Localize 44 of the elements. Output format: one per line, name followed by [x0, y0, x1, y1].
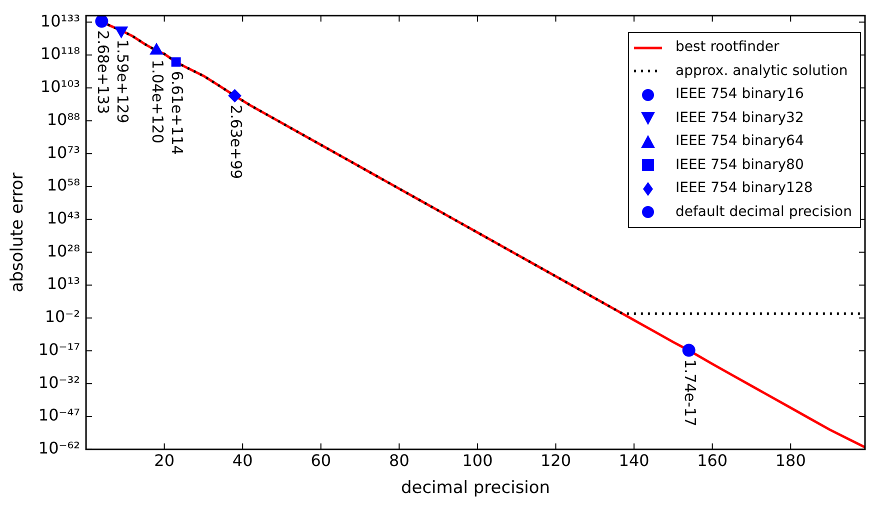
- legend-label: IEEE 754 binary80: [675, 156, 804, 174]
- y-tick-label: 10¹¹⁸: [40, 44, 80, 64]
- x-tick-label: 180: [775, 451, 806, 470]
- x-tick-label: 140: [618, 451, 650, 470]
- y-tick-label: 10¹⁰³: [40, 77, 80, 96]
- point: [171, 57, 181, 67]
- y-tick-label: 10⁵⁸: [46, 176, 80, 195]
- x-tick-label: 100: [462, 451, 493, 470]
- y-axis-title: absolute error: [8, 172, 28, 292]
- legend-label: IEEE 754 binary16: [675, 85, 804, 104]
- data-label: 1.59e+129: [113, 39, 132, 124]
- y-tick-label: 10⁻¹⁷: [38, 340, 80, 359]
- y-tick-label: 10⁷³: [46, 142, 80, 162]
- legend-label: default decimal precision: [675, 202, 852, 222]
- point: [228, 89, 242, 102]
- y-tick-label: 10⁸⁸: [46, 110, 80, 129]
- point: [682, 344, 696, 357]
- point: [95, 16, 108, 28]
- y-tick-label: 10⁻³²: [38, 372, 80, 392]
- data-label: 2.63e+99: [226, 104, 245, 180]
- x-tick-label: 20: [154, 451, 174, 470]
- y-tick-label: 10¹³³: [40, 11, 80, 30]
- x-tick-label: 40: [232, 451, 253, 470]
- y-tick-label: 10¹³: [46, 274, 80, 294]
- y-tick-label: 10⁻²: [44, 307, 80, 326]
- point: [114, 26, 128, 38]
- legend-label: IEEE 754 binary64: [675, 132, 804, 151]
- x-tick-label: 160: [697, 451, 728, 470]
- y-tick-label: 10⁻⁴⁷: [38, 406, 80, 425]
- legend-label: approx. analytic solution: [675, 62, 848, 80]
- data-label: 6.61e+114: [168, 71, 186, 155]
- x-axis-title: decimal precision: [400, 478, 550, 498]
- legend-label: best rootfinder: [675, 38, 780, 57]
- data-label: 2.68e+133: [94, 30, 112, 114]
- data-label: 1.04e+120: [148, 60, 167, 144]
- y-tick-label: 10²⁸: [46, 241, 80, 260]
- x-tick-label: 80: [389, 451, 410, 470]
- y-tick-label: 10⁻⁶²: [38, 438, 80, 458]
- x-tick-label: 60: [310, 451, 332, 470]
- legend-label: IEEE 754 binary32: [675, 108, 804, 128]
- data-label: 1.74e-17: [680, 359, 699, 426]
- x-tick-label: 120: [540, 451, 572, 470]
- y-tick-label: 10⁴³: [46, 208, 80, 228]
- legend-label: IEEE 754 binary128: [675, 179, 813, 198]
